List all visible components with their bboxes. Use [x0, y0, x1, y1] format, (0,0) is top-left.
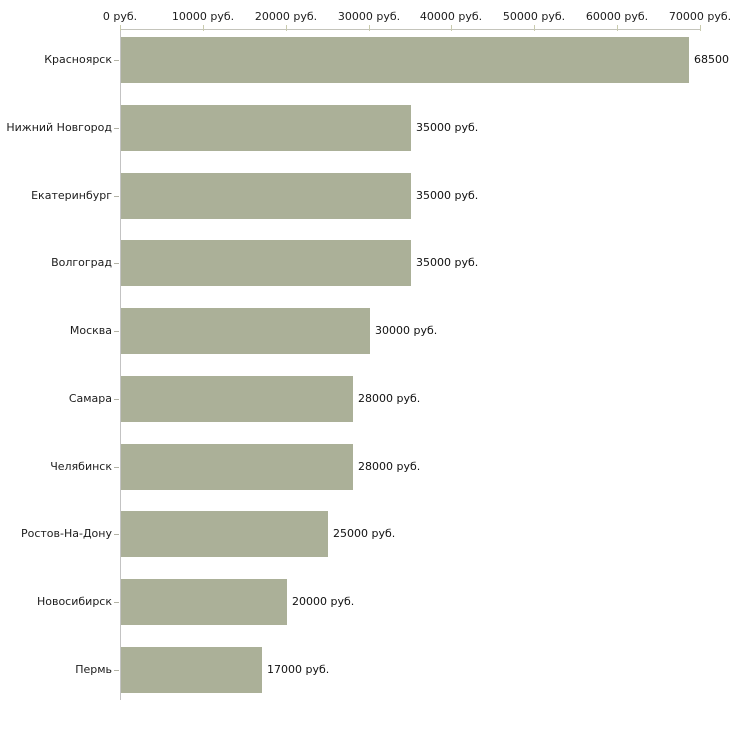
value-label: 28000 руб.: [358, 460, 421, 473]
category-label: Екатеринбург: [31, 189, 112, 202]
bar-row: Челябинск 28000 руб.: [0, 444, 730, 490]
value-label: 35000 руб.: [416, 256, 479, 269]
y-axis-line: [120, 29, 121, 700]
x-axis-tick-label: 60000 руб.: [585, 10, 649, 23]
y-axis-tick: [114, 331, 119, 332]
y-axis-tick: [114, 128, 119, 129]
x-axis-tick: [700, 25, 701, 31]
bar: [121, 511, 328, 557]
value-label: 28000 руб.: [358, 392, 421, 405]
value-label: 68500: [694, 53, 729, 66]
x-axis-tick-label: 10000 руб.: [171, 10, 235, 23]
bar-row: Красноярск 68500: [0, 37, 730, 83]
x-axis-tick: [203, 25, 204, 31]
x-axis-tick-label: 70000 руб.: [668, 10, 730, 23]
x-axis-tick-label: 40000 руб.: [419, 10, 483, 23]
bar: [121, 579, 287, 625]
bar-row: Новосибирск 20000 руб.: [0, 579, 730, 625]
bar: [121, 647, 262, 693]
x-axis-tick: [369, 25, 370, 31]
x-axis-tick-label: 30000 руб.: [337, 10, 401, 23]
value-label: 20000 руб.: [292, 595, 355, 608]
y-axis-tick: [114, 263, 119, 264]
y-axis-tick: [114, 60, 119, 61]
x-axis-tick: [617, 25, 618, 31]
y-axis-tick: [114, 670, 119, 671]
bar: [121, 240, 411, 286]
x-axis-tick: [120, 25, 121, 31]
value-label: 35000 руб.: [416, 189, 479, 202]
category-label: Пермь: [75, 663, 112, 676]
value-label: 30000 руб.: [375, 324, 438, 337]
x-axis-line: [120, 29, 701, 30]
value-label: 35000 руб.: [416, 121, 479, 134]
bar-row: Москва 30000 руб.: [0, 308, 730, 354]
x-axis-tick-label: 0 руб.: [102, 10, 138, 23]
bar-row: Ростов-На-Дону 25000 руб.: [0, 511, 730, 557]
y-axis-tick: [114, 467, 119, 468]
category-label: Москва: [69, 324, 112, 337]
category-label: Волгоград: [51, 256, 112, 269]
x-axis-tick-label: 50000 руб.: [502, 10, 566, 23]
y-axis-tick: [114, 196, 119, 197]
category-label: Нижний Новгород: [6, 121, 112, 134]
bar: [121, 173, 411, 219]
category-label: Новосибирск: [36, 595, 112, 608]
bar: [121, 308, 370, 354]
category-label: Самара: [68, 392, 112, 405]
category-label: Красноярск: [44, 53, 112, 66]
bar: [121, 376, 353, 422]
bar-row: Екатеринбург 35000 руб.: [0, 173, 730, 219]
value-label: 17000 руб.: [267, 663, 330, 676]
y-axis-tick: [114, 602, 119, 603]
bar-row: Волгоград 35000 руб.: [0, 240, 730, 286]
bar: [121, 37, 689, 83]
bar: [121, 105, 411, 151]
category-label: Ростов-На-Дону: [20, 527, 112, 540]
y-axis-tick: [114, 399, 119, 400]
x-axis-tick: [451, 25, 452, 31]
category-label: Челябинск: [50, 460, 112, 473]
x-axis-tick: [534, 25, 535, 31]
x-axis-tick: [286, 25, 287, 31]
value-label: 25000 руб.: [333, 527, 396, 540]
bar-row: Пермь 17000 руб.: [0, 647, 730, 693]
bar-row: Нижний Новгород 35000 руб.: [0, 105, 730, 151]
bar: [121, 444, 353, 490]
bar-row: Самара 28000 руб.: [0, 376, 730, 422]
x-axis-tick-label: 20000 руб.: [254, 10, 318, 23]
y-axis-tick: [114, 534, 119, 535]
